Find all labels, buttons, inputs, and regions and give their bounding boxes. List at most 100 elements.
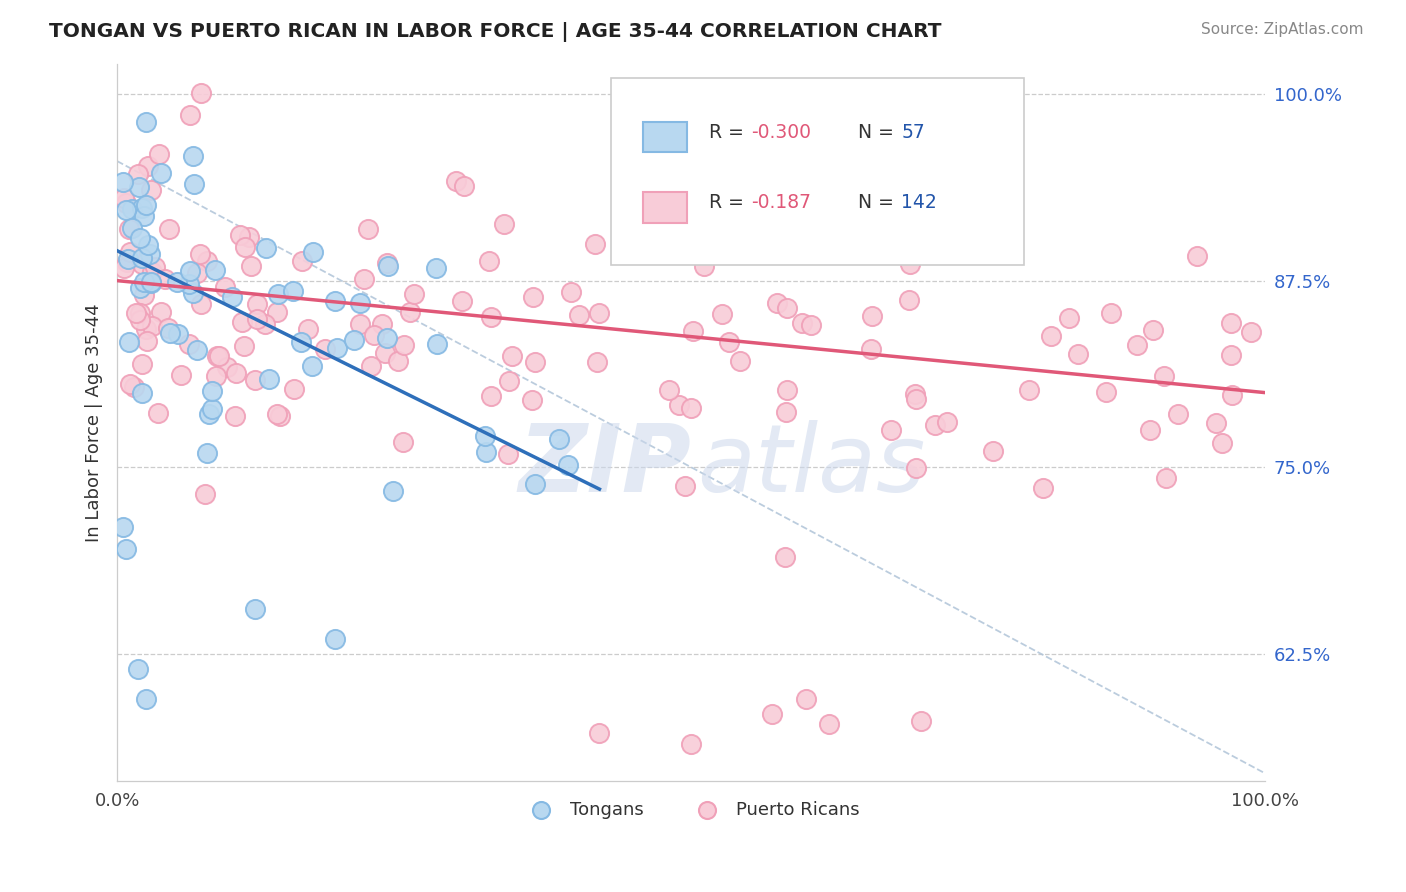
- Point: [197, 408, 219, 422]
- Point: [392, 338, 415, 352]
- Point: [800, 318, 823, 332]
- Point: [475, 444, 498, 458]
- Point: [1220, 316, 1243, 330]
- Point: [179, 264, 201, 278]
- Point: [425, 260, 447, 275]
- Point: [117, 252, 139, 266]
- Point: [586, 355, 609, 369]
- Point: [776, 383, 799, 397]
- Point: [585, 236, 607, 251]
- Point: [157, 222, 180, 236]
- Point: [132, 288, 155, 302]
- Point: [1099, 306, 1122, 320]
- Point: [1205, 417, 1227, 431]
- Point: [1153, 368, 1175, 383]
- Point: [981, 444, 1004, 458]
- Text: Source: ZipAtlas.com: Source: ZipAtlas.com: [1201, 22, 1364, 37]
- Point: [135, 322, 157, 336]
- Point: [818, 717, 841, 731]
- Text: N =: N =: [858, 193, 900, 212]
- Point: [325, 632, 347, 646]
- Point: [343, 333, 366, 347]
- Point: [522, 290, 544, 304]
- Point: [205, 350, 228, 364]
- Point: [195, 254, 218, 268]
- Point: [243, 373, 266, 387]
- Point: [129, 231, 152, 245]
- Point: [112, 175, 135, 189]
- Point: [371, 317, 394, 331]
- Point: [259, 372, 281, 386]
- Text: atlas: atlas: [697, 420, 925, 511]
- Point: [1057, 310, 1080, 325]
- Point: [221, 290, 243, 304]
- Text: R =: R =: [709, 123, 749, 142]
- Point: [201, 402, 224, 417]
- Point: [207, 349, 229, 363]
- Point: [682, 324, 704, 338]
- Bar: [643, 193, 686, 222]
- Point: [478, 254, 501, 268]
- Point: [685, 239, 707, 253]
- Point: [568, 309, 591, 323]
- Point: [766, 295, 789, 310]
- Point: [181, 286, 204, 301]
- Point: [118, 245, 141, 260]
- Point: [266, 287, 288, 301]
- Point: [177, 337, 200, 351]
- Point: [166, 275, 188, 289]
- Point: [880, 424, 903, 438]
- Point: [1220, 388, 1243, 402]
- Point: [326, 341, 349, 355]
- Point: [190, 87, 212, 101]
- Point: [995, 174, 1018, 188]
- Point: [129, 281, 152, 295]
- Point: [114, 196, 136, 211]
- Point: [204, 263, 226, 277]
- Point: [170, 368, 193, 382]
- Point: [375, 256, 398, 270]
- Point: [135, 198, 157, 212]
- Point: [118, 221, 141, 235]
- Point: [381, 483, 404, 498]
- Bar: [643, 122, 686, 153]
- Point: [233, 240, 256, 254]
- Point: [254, 317, 277, 331]
- Point: [201, 384, 224, 398]
- Point: [190, 297, 212, 311]
- Point: [111, 520, 134, 534]
- Point: [860, 309, 883, 323]
- Point: [728, 354, 751, 368]
- Point: [139, 276, 162, 290]
- Point: [1067, 347, 1090, 361]
- Point: [194, 487, 217, 501]
- Point: [131, 201, 153, 215]
- Point: [186, 266, 208, 280]
- Point: [122, 380, 145, 394]
- Point: [301, 244, 323, 259]
- Point: [135, 691, 157, 706]
- Text: N =: N =: [858, 123, 900, 142]
- Point: [924, 417, 946, 432]
- Text: 57: 57: [901, 123, 925, 142]
- Point: [1211, 435, 1233, 450]
- Point: [159, 326, 181, 341]
- Point: [179, 108, 201, 122]
- Point: [1219, 348, 1241, 362]
- Point: [121, 202, 143, 217]
- Point: [520, 392, 543, 407]
- Point: [134, 209, 156, 223]
- Point: [149, 304, 172, 318]
- Point: [139, 183, 162, 197]
- Point: [167, 326, 190, 341]
- Point: [398, 305, 420, 319]
- Point: [291, 254, 314, 268]
- Point: [136, 159, 159, 173]
- Point: [131, 385, 153, 400]
- Point: [492, 217, 515, 231]
- Point: [903, 387, 925, 401]
- Point: [141, 318, 163, 333]
- Point: [325, 294, 347, 309]
- Text: 142: 142: [901, 193, 938, 212]
- Point: [794, 691, 817, 706]
